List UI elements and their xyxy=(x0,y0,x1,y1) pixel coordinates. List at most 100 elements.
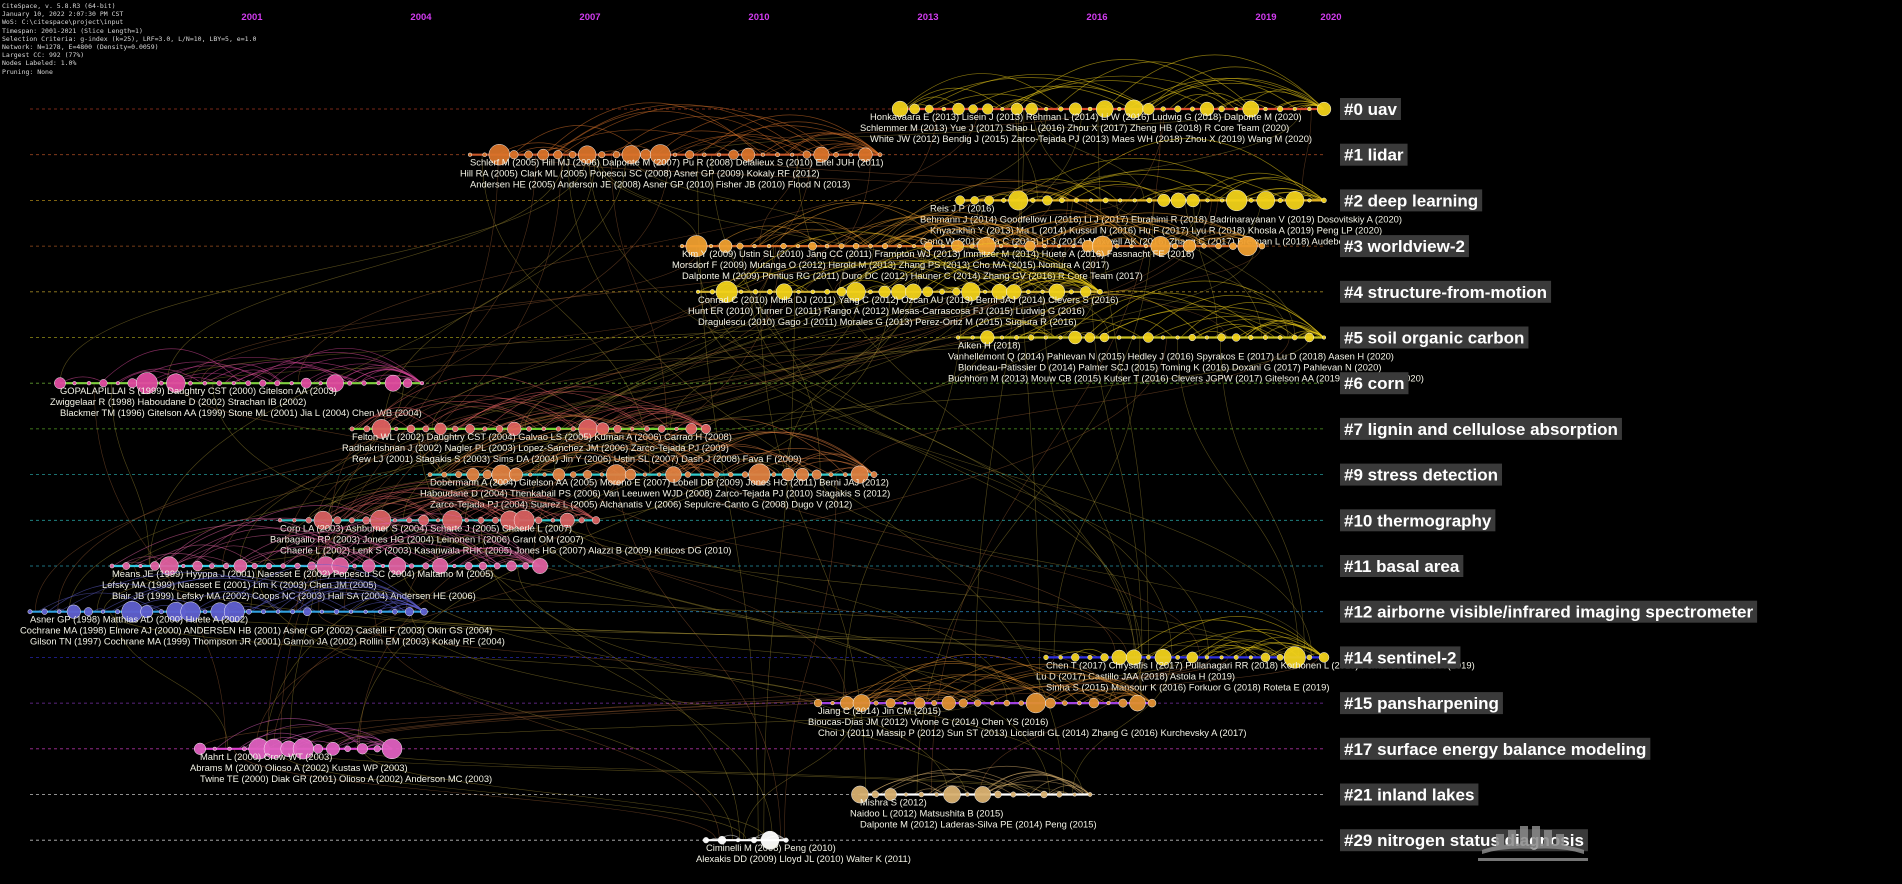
citation-arc xyxy=(533,432,703,475)
reference-node xyxy=(241,746,247,752)
reference-node xyxy=(715,280,738,303)
year-label: 2016 xyxy=(1086,12,1107,23)
reference-node xyxy=(180,601,201,622)
cross-link xyxy=(481,154,650,475)
cluster-label-background xyxy=(1340,280,1552,303)
reference-node xyxy=(1068,289,1074,295)
reference-node xyxy=(432,557,449,575)
cross-link xyxy=(697,154,759,841)
reference-node xyxy=(526,426,532,432)
metadata-line: CiteSpace, v. 5.8.R3 (64-bit) xyxy=(2,2,116,10)
citation-arc xyxy=(1041,169,1289,201)
reference-node xyxy=(1142,102,1155,116)
reference-node xyxy=(290,609,296,615)
cross-link xyxy=(359,246,781,749)
reference-node xyxy=(434,422,447,436)
reference-node xyxy=(990,700,995,706)
reference-node xyxy=(980,330,995,345)
citation-arc xyxy=(446,547,541,567)
cluster-label-background xyxy=(1340,646,1461,669)
reference-node xyxy=(1077,700,1082,706)
year-label: 2020 xyxy=(1320,12,1341,23)
author-label: Aiken H (2018) xyxy=(958,340,1021,351)
reference-node xyxy=(1304,332,1315,343)
cross-link xyxy=(1037,108,1145,201)
reference-node xyxy=(994,790,1002,799)
reference-node xyxy=(1026,792,1031,797)
reference-node xyxy=(313,510,333,530)
reference-node xyxy=(1160,335,1166,340)
cross-link xyxy=(322,657,1201,749)
reference-node xyxy=(212,746,217,751)
citation-arc xyxy=(445,416,505,430)
reference-node xyxy=(1087,792,1093,797)
citation-arc xyxy=(1216,176,1325,201)
reference-node xyxy=(1010,102,1024,116)
reference-node xyxy=(1056,791,1063,798)
citation-arc xyxy=(629,410,707,430)
author-label: Andersen HE (2005) Anderson JE (2008) As… xyxy=(470,179,850,190)
reference-node xyxy=(1217,333,1226,342)
reference-node xyxy=(302,607,312,617)
cross-link xyxy=(343,200,1068,612)
cluster-label: #2 deep learning xyxy=(1344,191,1478,210)
reference-node xyxy=(408,563,415,569)
cross-link xyxy=(374,611,720,841)
reference-node xyxy=(1218,105,1225,113)
reference-node xyxy=(952,287,961,296)
citation-arc xyxy=(786,133,881,155)
author-label: Dobermann A (2004) Gitelson AA (2005) Mo… xyxy=(430,477,889,488)
reference-node xyxy=(181,563,186,569)
reference-node xyxy=(27,609,33,615)
reference-node xyxy=(1132,198,1137,203)
cross-link xyxy=(115,611,229,749)
cross-link xyxy=(200,246,701,384)
reference-node xyxy=(419,381,425,386)
citation-arc xyxy=(1146,66,1325,110)
reference-node xyxy=(748,463,771,486)
citation-arc xyxy=(1023,332,1056,338)
reference-node xyxy=(968,104,978,114)
reference-node xyxy=(1003,699,1010,707)
cross-link xyxy=(212,383,1050,795)
reference-node xyxy=(384,374,402,392)
reference-node xyxy=(402,378,413,388)
author-label: White JW (2012) Bendig J (2015) Zarco-Te… xyxy=(870,133,1312,144)
citation-arc xyxy=(563,407,707,430)
citation-arc xyxy=(993,99,1045,110)
reference-node xyxy=(1025,102,1038,116)
reference-node xyxy=(838,243,845,249)
reference-node xyxy=(506,560,517,572)
reference-node xyxy=(939,288,945,295)
reference-node xyxy=(1318,652,1330,663)
reference-node xyxy=(943,785,961,804)
cluster-label: #4 structure-from-motion xyxy=(1344,283,1547,302)
citation-arc xyxy=(236,550,325,567)
reference-node xyxy=(752,244,757,249)
reference-node xyxy=(466,468,480,482)
citation-arc xyxy=(357,374,423,384)
reference-node xyxy=(685,150,695,160)
reference-node xyxy=(1248,198,1254,203)
reference-node xyxy=(422,562,430,570)
citation-arc xyxy=(267,347,423,384)
reference-node xyxy=(775,152,780,157)
citation-arc xyxy=(1034,221,1212,247)
author-label: Alexakis DD (2009) Lloyd JL (2010) Walte… xyxy=(696,853,911,864)
cross-link xyxy=(594,154,700,247)
citation-arc xyxy=(189,505,447,567)
reference-node xyxy=(1056,244,1062,249)
author-label: Chen T (2017) Chrysafis I (2017) Pullana… xyxy=(1046,659,1475,670)
cross-link xyxy=(529,428,629,475)
reference-node xyxy=(1231,333,1241,342)
citation-arc xyxy=(436,436,641,475)
reference-node xyxy=(542,472,547,477)
citation-arc xyxy=(276,581,406,612)
reference-node xyxy=(897,243,902,249)
reference-node xyxy=(140,605,154,619)
reference-node xyxy=(1129,694,1146,712)
cross-link xyxy=(888,108,1301,247)
reference-node xyxy=(99,379,108,388)
citation-arc xyxy=(224,369,283,384)
author-label: Jiang C (2014) Jin CM (2015) xyxy=(818,705,941,716)
